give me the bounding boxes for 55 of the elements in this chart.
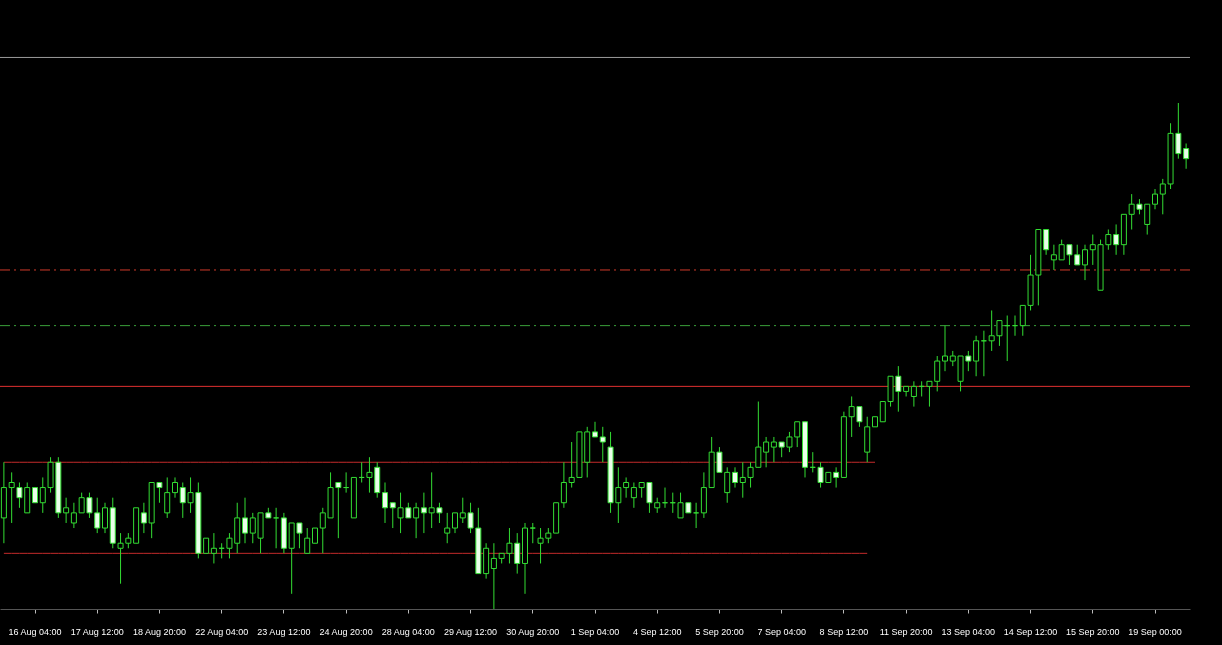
candlestick <box>529 522 536 544</box>
candlestick <box>452 512 458 534</box>
candlestick <box>560 461 567 509</box>
candlestick <box>592 421 598 438</box>
candlestick <box>599 426 606 463</box>
x-tick-label: 14 Sep 12:00 <box>1003 626 1058 637</box>
candlestick <box>273 507 280 549</box>
candlestick <box>1152 188 1158 210</box>
x-tick-label: 11 Sep 20:00 <box>879 626 933 637</box>
candlestick <box>164 476 171 519</box>
x-tick-label: 13 Sep 04:00 <box>941 626 996 637</box>
candlestick <box>630 482 637 509</box>
candlestick <box>382 482 388 524</box>
candlestick <box>732 466 738 489</box>
candlestick <box>770 436 777 463</box>
candlestick <box>172 476 178 499</box>
candlestick <box>1113 223 1120 256</box>
candlestick <box>1082 244 1088 281</box>
candlestick <box>63 497 70 524</box>
x-tick-label: 29 Aug 12:00 <box>444 626 498 637</box>
x-tick-label: 8 Sep 12:00 <box>819 626 869 637</box>
x-tick-label: 18 Aug 20:00 <box>132 626 186 637</box>
candlestick <box>910 380 917 408</box>
candlestick <box>242 497 248 544</box>
candlestick <box>833 466 840 489</box>
candlestick <box>420 492 427 534</box>
x-tick-label: 15 Sep 20:00 <box>1066 626 1120 637</box>
candlestick <box>444 512 451 544</box>
x-tick-label: 23 Aug 12:00 <box>257 626 311 637</box>
x-tick-label: 30 Aug 20:00 <box>506 626 560 637</box>
candlestick <box>693 502 700 529</box>
x-tick-label: 7 Sep 04:00 <box>757 626 806 637</box>
candlestick <box>70 502 77 529</box>
candlestick <box>413 502 420 539</box>
x-tick-label: 28 Aug 04:00 <box>381 626 435 637</box>
candlestick <box>490 542 497 610</box>
candlestick <box>210 532 217 564</box>
candlestick <box>623 476 630 499</box>
candlestick <box>973 335 980 377</box>
x-tick-label: 17 Aug 12:00 <box>70 626 124 637</box>
candlestick <box>942 325 948 372</box>
x-tick-label: 1 Sep 04:00 <box>570 626 620 637</box>
candlestick <box>102 502 108 534</box>
x-tick-label: 19 Sep 00:00 <box>1128 626 1182 637</box>
x-tick-label: 22 Aug 04:00 <box>195 626 249 637</box>
x-tick-label: 24 Aug 20:00 <box>319 626 373 637</box>
candlestick <box>140 502 147 534</box>
x-tick-label: 5 Sep 20:00 <box>695 626 744 637</box>
candlestick <box>1043 229 1050 256</box>
candlestick <box>1183 142 1190 170</box>
candlestick <box>304 527 311 554</box>
x-tick-label: 16 Aug 04:00 <box>8 626 62 637</box>
candlestick <box>1050 244 1057 271</box>
x-tick-label: 4 Sep 12:00 <box>632 626 682 637</box>
candlestick <box>763 436 770 468</box>
